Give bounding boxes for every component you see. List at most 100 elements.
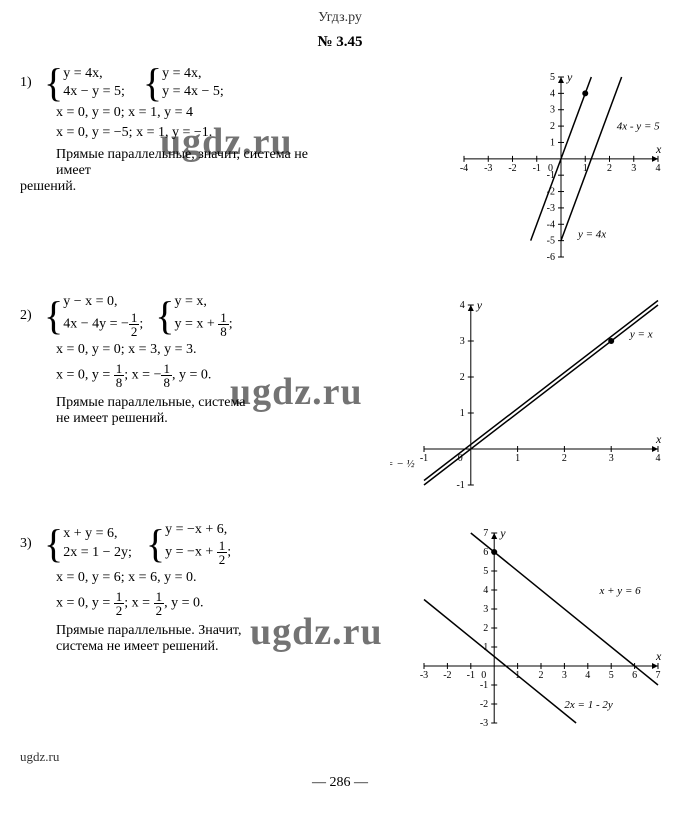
svg-text:-2: -2 <box>480 699 488 710</box>
svg-text:7: 7 <box>656 670 661 681</box>
svg-text:-3: -3 <box>547 203 555 214</box>
eq: 4x − y = 5; <box>63 83 125 101</box>
svg-text:2: 2 <box>539 670 544 681</box>
svg-text:4: 4 <box>656 163 661 174</box>
svg-text:5: 5 <box>609 670 614 681</box>
svg-text:-3: -3 <box>480 718 488 729</box>
svg-text:3: 3 <box>460 336 465 347</box>
eq: 2x = 1 − 2y; <box>63 544 132 562</box>
svg-text:y: y <box>476 298 483 312</box>
svg-text:y = 4x: y = 4x <box>577 228 606 240</box>
svg-text:-4: -4 <box>547 219 555 230</box>
points-text: x = 0, y = 0; x = 1, y = 4 <box>56 105 340 121</box>
points-text: x = 0, y = 0; x = 3, y = 3. <box>56 342 340 358</box>
svg-text:2: 2 <box>562 453 567 464</box>
svg-text:2: 2 <box>550 121 555 132</box>
svg-text:1: 1 <box>550 137 555 148</box>
brace-icon: { <box>44 528 63 560</box>
eq: 4x − 4y = −12; <box>63 311 143 338</box>
footer-url: ugdz.ru <box>20 749 660 765</box>
svg-text:2: 2 <box>607 163 612 174</box>
points-text: x = 0, y = −5; x = 1, y = −1. <box>56 125 340 141</box>
svg-text:x: x <box>655 649 662 663</box>
conclusion-text: не имеет решений. <box>56 411 340 427</box>
brace-icon: { <box>146 528 165 560</box>
eq: y = x + 18; <box>174 311 232 338</box>
graph-2: -11234-112340xyy = x4x - 4y = − ½ <box>390 293 670 508</box>
conclusion-text: система не имеет решений. <box>56 639 340 655</box>
svg-text:4: 4 <box>460 300 465 311</box>
eq: y = −x + 12; <box>165 539 231 566</box>
graph-3: -3-2-11234567-3-2-112345670xyx + y = 62x… <box>390 521 670 746</box>
svg-text:y: y <box>566 70 573 84</box>
problem-number: 1) <box>20 75 44 91</box>
svg-text:x + y = 6: x + y = 6 <box>599 585 642 597</box>
svg-text:-1: -1 <box>480 680 488 691</box>
eq: y = 4x, <box>63 65 125 83</box>
svg-text:-1: -1 <box>420 453 428 464</box>
graph-1: -4-3-2-11234-6-5-4-3-2-1123450xyy = 4x4x… <box>430 65 670 280</box>
svg-text:2: 2 <box>460 372 465 383</box>
svg-text:5: 5 <box>550 72 555 83</box>
eq: y = x, <box>174 293 232 311</box>
conclusion-text: Прямые параллельные. Значит, <box>56 623 340 639</box>
eq: y = −x + 6, <box>165 521 231 539</box>
svg-text:x: x <box>655 432 662 446</box>
svg-text:2x = 1 - 2y: 2x = 1 - 2y <box>564 699 612 711</box>
svg-text:7: 7 <box>483 528 488 539</box>
svg-text:4: 4 <box>585 670 590 681</box>
brace-icon: { <box>143 67 162 99</box>
page-title: № 3.45 <box>20 34 660 51</box>
svg-text:3: 3 <box>483 604 488 615</box>
svg-text:3: 3 <box>609 453 614 464</box>
svg-text:0: 0 <box>548 163 553 174</box>
svg-text:4: 4 <box>656 453 661 464</box>
svg-text:-2: -2 <box>508 163 516 174</box>
svg-text:4x - y = 5: 4x - y = 5 <box>617 120 660 132</box>
header-url: Угдз.ру <box>20 10 660 26</box>
svg-text:5: 5 <box>483 566 488 577</box>
svg-text:4: 4 <box>550 88 555 99</box>
svg-text:x: x <box>655 142 662 156</box>
eq: y − x = 0, <box>63 293 143 311</box>
points-text: x = 0, y = 18; x = −18, y = 0. <box>56 362 340 389</box>
points-text: x = 0, y = 6; x = 6, y = 0. <box>56 570 340 586</box>
problem-number: 2) <box>20 308 44 324</box>
svg-text:3: 3 <box>631 163 636 174</box>
brace-icon: { <box>44 300 63 332</box>
eq: y = 4x − 5; <box>162 83 224 101</box>
svg-text:y: y <box>499 526 506 540</box>
svg-text:y = x: y = x <box>629 328 653 340</box>
problem-1: 1) { y = 4x, 4x − y = 5; { y = 4x, y = 4… <box>20 65 660 265</box>
svg-text:4x - 4y = − ½: 4x - 4y = − ½ <box>390 458 415 470</box>
brace-icon: { <box>44 67 63 99</box>
brace-icon: { <box>155 300 174 332</box>
svg-text:6: 6 <box>483 547 488 558</box>
svg-text:-3: -3 <box>484 163 492 174</box>
svg-text:1: 1 <box>460 408 465 419</box>
svg-text:-3: -3 <box>420 670 428 681</box>
points-text: x = 0, y = 12; x = 12, y = 0. <box>56 590 340 617</box>
svg-text:3: 3 <box>562 670 567 681</box>
svg-text:0: 0 <box>481 670 486 681</box>
svg-text:-1: -1 <box>456 480 464 491</box>
eq: y = 4x, <box>162 65 224 83</box>
conclusion-text: Прямые параллельные, система <box>56 395 340 411</box>
svg-text:4: 4 <box>483 585 488 596</box>
svg-text:-5: -5 <box>547 236 555 247</box>
problem-2: 2) { y − x = 0, 4x − 4y = −12; { y = x, … <box>20 293 660 493</box>
conclusion-text: Прямые параллельные, значит, система не … <box>56 147 340 179</box>
page-number: — 286 — <box>20 775 660 791</box>
problem-3: 3) { x + y = 6, 2x = 1 − 2y; { y = −x + … <box>20 521 660 721</box>
svg-text:6: 6 <box>632 670 637 681</box>
eq: x + y = 6, <box>63 525 132 543</box>
svg-text:3: 3 <box>550 105 555 116</box>
svg-text:-1: -1 <box>467 670 475 681</box>
svg-text:-1: -1 <box>533 163 541 174</box>
svg-text:2: 2 <box>483 623 488 634</box>
svg-text:-4: -4 <box>460 163 468 174</box>
svg-text:-2: -2 <box>443 670 451 681</box>
problem-number: 3) <box>20 536 44 552</box>
svg-text:1: 1 <box>515 453 520 464</box>
svg-text:-6: -6 <box>547 252 555 263</box>
